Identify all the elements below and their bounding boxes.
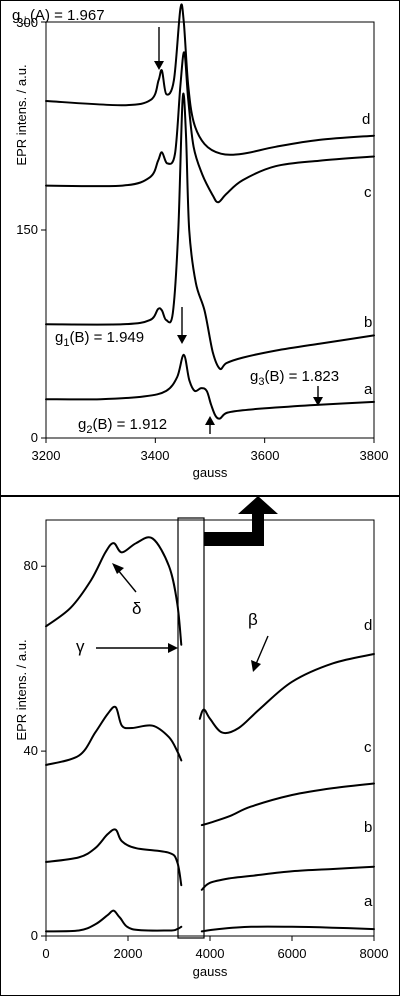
bottom-series-a <box>45 909 183 933</box>
beta-arrow-head <box>251 660 261 672</box>
top-series-b <box>45 92 375 371</box>
top-curve-label-d: d <box>362 111 370 128</box>
top-series-a <box>45 353 375 420</box>
top-ytick-label: 300 <box>16 15 38 30</box>
bottom-series-c <box>45 705 183 766</box>
g-perp-a-prefix: g <box>12 7 20 24</box>
g3-b-rest: (B) = 1.823 <box>264 368 339 385</box>
bottom-curve-label-a: a <box>364 893 373 910</box>
bottom-series-d-high <box>198 653 375 735</box>
g3-b-arrow-head <box>313 397 323 406</box>
delta-arrow-shaft <box>117 569 137 593</box>
g1-b-arrow-head <box>177 335 187 344</box>
bottom-ytick-label: 40 <box>24 743 38 758</box>
g1-b-rest: (B) = 1.949 <box>69 329 144 346</box>
zoom-window-box <box>177 517 205 939</box>
bottom-xtick-label: 6000 <box>278 946 307 961</box>
g2-b-rest: (B) = 1.912 <box>92 416 167 433</box>
top-y-axis-label: EPR intens. / a.u. <box>14 64 29 165</box>
bottom-series-d <box>45 536 183 646</box>
bottom-series-b-high <box>200 865 375 891</box>
bottom-ytick-label: 80 <box>24 558 38 573</box>
bottom-curve-label-d: d <box>364 617 372 634</box>
top-xtick-label: 3200 <box>32 448 61 463</box>
top-ytick-label: 150 <box>16 222 38 237</box>
g-perp-a-arrow-head <box>154 61 164 70</box>
delta-label: δ <box>132 599 141 618</box>
top-series-d <box>45 3 375 156</box>
bottom-series-b <box>45 828 183 887</box>
bottom-xtick-label: 8000 <box>360 946 389 961</box>
g-perp-a-annotation: g⊥(A) = 1.967 <box>12 7 105 27</box>
top-curve-label-c: c <box>364 184 372 201</box>
top-panel: 3200 3400 3600 3800 gauss 0 150 300 EPR … <box>12 3 389 480</box>
bottom-y-axis-label: EPR intens. / a.u. <box>14 639 29 740</box>
top-axis-ticks <box>41 21 375 443</box>
bottom-curve-label-b: b <box>364 819 372 836</box>
top-x-axis-label: gauss <box>193 465 228 480</box>
beta-arrow-shaft <box>255 635 269 665</box>
top-xtick-label: 3400 <box>141 448 170 463</box>
g2-b-prefix: g <box>78 416 86 433</box>
top-curves <box>45 3 375 420</box>
bottom-xtick-label: 0 <box>42 946 49 961</box>
bottom-xtick-label: 4000 <box>196 946 225 961</box>
top-series-c <box>45 51 375 204</box>
top-ytick-label: 0 <box>31 430 38 445</box>
bottom-curve-label-c: c <box>364 739 372 756</box>
bottom-x-axis-label: gauss <box>193 964 228 979</box>
bottom-series-c-high <box>200 782 375 827</box>
bottom-curves <box>45 536 375 933</box>
zoom-pointer-arrow-icon <box>204 496 278 546</box>
bottom-xtick-label: 2000 <box>114 946 143 961</box>
bottom-axis-ticks <box>41 565 375 941</box>
gamma-arrow-head <box>168 643 178 653</box>
bottom-plot-area <box>45 519 375 937</box>
top-curve-label-b: b <box>364 314 372 331</box>
bottom-series-a-high <box>200 925 375 933</box>
g3-b-annotation: g3(B) = 1.823 <box>250 368 339 388</box>
bottom-panel: 0 2000 4000 6000 8000 gauss 0 40 80 EPR … <box>14 496 388 979</box>
g3-b-prefix: g <box>250 368 258 385</box>
bottom-ytick-label: 0 <box>31 928 38 943</box>
g2-b-sub: 2 <box>86 424 92 436</box>
gamma-label: γ <box>76 637 85 656</box>
g1-b-sub: 1 <box>63 337 69 349</box>
g2-b-annotation: g2(B) = 1.912 <box>78 416 167 436</box>
g-perp-a-rest: (A) = 1.967 <box>30 7 105 24</box>
top-xtick-label: 3800 <box>360 448 389 463</box>
g2-b-arrow-head <box>205 416 215 425</box>
g1-b-annotation: g1(B) = 1.949 <box>55 329 144 349</box>
g3-b-sub: 3 <box>258 376 264 388</box>
g-perp-a-sub: ⊥ <box>20 15 30 27</box>
g1-b-prefix: g <box>55 329 63 346</box>
delta-arrow-head <box>112 563 124 574</box>
beta-label: β <box>248 610 258 629</box>
top-xtick-label: 3600 <box>251 448 280 463</box>
top-curve-label-a: a <box>364 381 373 398</box>
